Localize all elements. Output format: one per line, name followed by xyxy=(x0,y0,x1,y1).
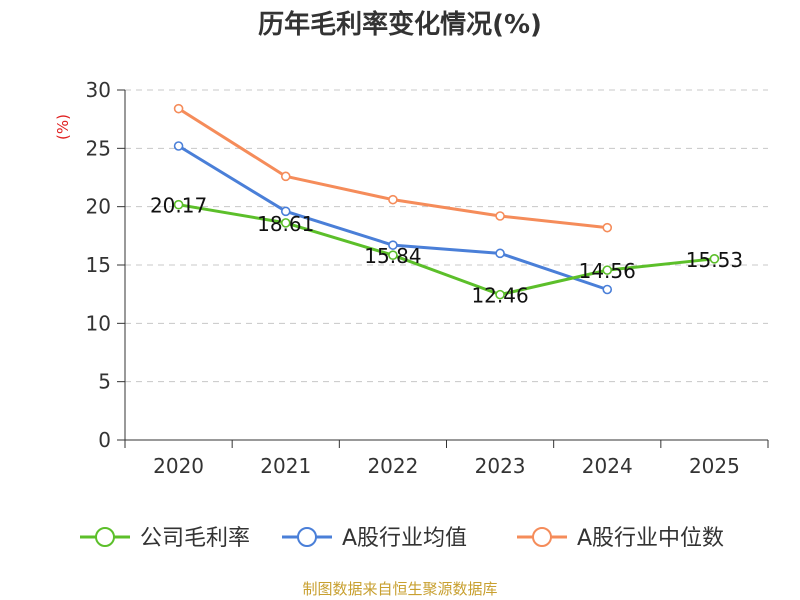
legend-item-0[interactable]: 公司毛利率 xyxy=(80,526,250,551)
legend-label: A股行业均值 xyxy=(342,526,467,551)
data-point xyxy=(388,250,398,260)
data-point xyxy=(495,289,505,300)
x-tick-label: 2023 xyxy=(475,454,526,478)
x-tick-label: 2020 xyxy=(153,454,204,478)
data-point xyxy=(280,206,291,217)
legend-label: 公司毛利率 xyxy=(140,526,250,551)
data-label: 20.17 xyxy=(150,194,207,218)
chart-title: 历年毛利率变化情况(%) xyxy=(258,9,542,40)
y-tick-label: 0 xyxy=(98,428,111,452)
data-point xyxy=(388,194,398,205)
series-lines xyxy=(173,103,720,300)
data-label: 15.84 xyxy=(364,244,421,268)
y-tick-label: 10 xyxy=(86,311,111,335)
source-note: 制图数据来自恒生聚源数据库 xyxy=(302,580,497,598)
y-axis-unit: (%) xyxy=(54,114,72,140)
legend-item-2[interactable]: A股行业中位数 xyxy=(517,526,724,551)
data-point xyxy=(388,240,398,250)
x-tick-label: 2024 xyxy=(582,454,633,478)
legend-marker xyxy=(297,527,317,547)
data-label: 18.61 xyxy=(257,212,314,236)
legend-item-1[interactable]: A股行业均值 xyxy=(282,526,467,551)
data-label: 14.56 xyxy=(579,259,636,283)
series-line-2 xyxy=(177,107,608,230)
legend-marker xyxy=(532,527,552,547)
data-point xyxy=(495,211,505,221)
data-point xyxy=(173,141,184,151)
series-line-0 xyxy=(178,203,715,297)
legend-label: A股行业中位数 xyxy=(577,526,724,551)
x-tick-label: 2021 xyxy=(260,454,311,478)
data-point xyxy=(280,171,291,182)
data-point xyxy=(173,199,184,210)
grid-lines xyxy=(125,89,768,383)
y-tick-label: 30 xyxy=(86,78,111,102)
x-tick-label: 2022 xyxy=(367,454,418,478)
y-tick-label: 20 xyxy=(86,195,111,219)
legend[interactable]: 公司毛利率 A股行业均值 A股行业中位数 xyxy=(80,526,724,551)
data-point xyxy=(602,222,613,233)
legend-marker xyxy=(95,527,115,547)
data-point xyxy=(709,254,720,264)
data-point xyxy=(602,284,613,295)
x-tick-label: 2025 xyxy=(689,454,740,478)
y-tick-label: 5 xyxy=(98,370,111,394)
data-label: 15.53 xyxy=(686,248,743,272)
data-point xyxy=(602,265,613,275)
data-label: 12.46 xyxy=(471,284,528,308)
y-tick-label: 25 xyxy=(86,136,111,160)
y-tick-label: 15 xyxy=(86,253,111,277)
data-point xyxy=(495,248,505,259)
data-point xyxy=(173,103,184,114)
data-labels: 20.17 18.61 15.84 12.46 14.56 15.53 xyxy=(150,194,743,308)
data-point xyxy=(280,218,291,228)
